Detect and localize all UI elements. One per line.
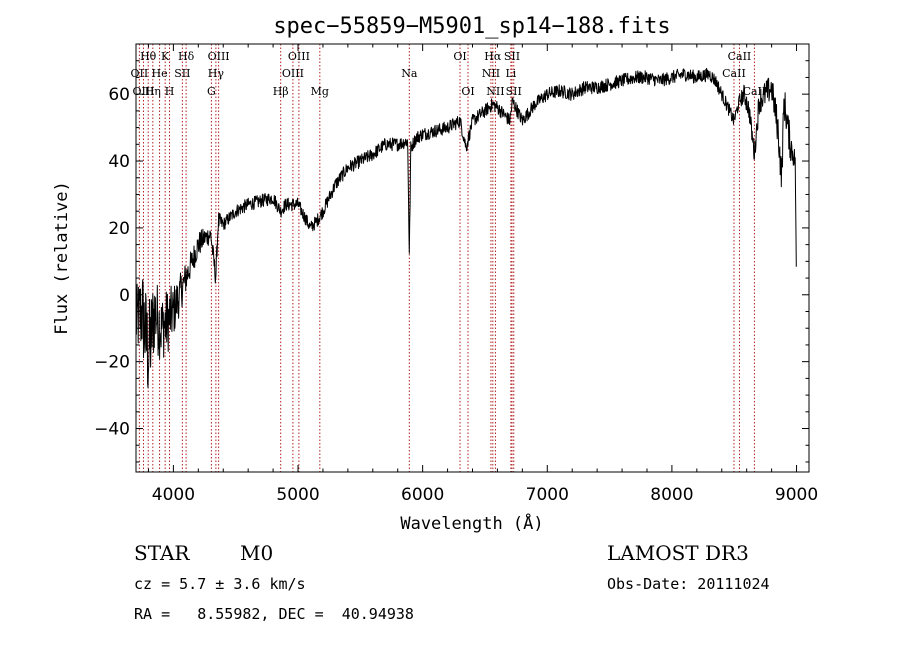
spectral-line-label: Na	[401, 67, 418, 80]
spectral-line-label: CaII	[722, 67, 746, 80]
spectral-line-label: Hβ	[273, 85, 289, 98]
y-tick-label: 60	[108, 85, 130, 105]
x-tick-label: 7000	[526, 485, 569, 505]
obs-date: Obs-Date: 20111024	[607, 575, 770, 593]
x-tick-label: 4000	[152, 485, 195, 505]
spectral-line-label: Hδ	[178, 50, 195, 63]
y-tick-label: 0	[119, 286, 130, 306]
object-subclass: M0	[240, 541, 273, 565]
x-tick-label: 5000	[276, 485, 319, 505]
spectrum-line	[135, 67, 797, 389]
chart-title: spec−55859−M5901_sp14−188.fits	[273, 14, 670, 39]
y-axis-label: Flux (relative)	[52, 181, 72, 335]
spectral-line-label: NII	[486, 85, 504, 98]
x-tick-label: 8000	[650, 485, 693, 505]
spectral-line-label: Hγ	[208, 67, 225, 80]
spectrum-series	[135, 67, 797, 389]
y-tick-label: −40	[94, 420, 130, 440]
spectral-line-label: K	[161, 50, 170, 63]
x-tick-label: 6000	[401, 485, 444, 505]
survey-name: LAMOST DR3	[607, 541, 749, 565]
y-tick-label: 40	[108, 152, 130, 172]
spectral-line-label: Li	[505, 67, 516, 80]
spectral-line-label: Hα	[484, 50, 502, 63]
spectral-line-label: OIII	[208, 50, 230, 63]
redshift-readout: cz = 5.7 ± 3.6 km/s	[134, 575, 306, 593]
spectral-line-label: SII	[506, 85, 522, 98]
spectral-line-label: H	[165, 85, 175, 98]
spectral-line-label: SII	[174, 67, 190, 80]
spectral-line-label: OIII	[282, 67, 304, 80]
spectral-line-label: NII	[482, 67, 500, 80]
spectral-line-label: OII	[131, 67, 149, 80]
spectral-line-label: Hη	[145, 85, 161, 98]
spectral-line-label: CaII	[743, 85, 767, 98]
spectral-line-markers	[138, 44, 755, 472]
spectral-line-label: Mg	[311, 85, 329, 98]
spectral-line-label: G	[207, 85, 216, 98]
spectral-line-label: He	[152, 67, 168, 80]
spectral-line-label: OIII	[132, 85, 154, 98]
x-axis-label: Wavelength (Å)	[400, 512, 543, 534]
y-tick-label: −20	[94, 353, 130, 373]
y-tick-label: 20	[108, 219, 130, 239]
spectral-line-label: Hθ	[140, 50, 157, 63]
spectral-line-label: OIII	[288, 50, 310, 63]
spectral-line-label: OI	[461, 85, 474, 98]
x-tick-label: 9000	[775, 485, 818, 505]
coordinates: RA = 8.55982, DEC = 40.94938	[134, 605, 414, 623]
x-axis-ticks: 4000 5000 6000 7000 8000 9000	[147, 44, 818, 505]
spectral-line-label: CaII	[728, 50, 752, 63]
spectral-line-label: OI	[453, 50, 466, 63]
spectral-line-label: SII	[504, 50, 520, 63]
spectral-line-labels: Hθ Hη OII OIII He K H SII Hδ G Hγ OIII Hβ OIII OIII Mg N…	[131, 50, 767, 98]
plot-frame	[135, 43, 810, 473]
y-axis-ticks: −40 −20 0 20 40 60	[94, 60, 809, 463]
object-class: STAR	[134, 541, 190, 565]
